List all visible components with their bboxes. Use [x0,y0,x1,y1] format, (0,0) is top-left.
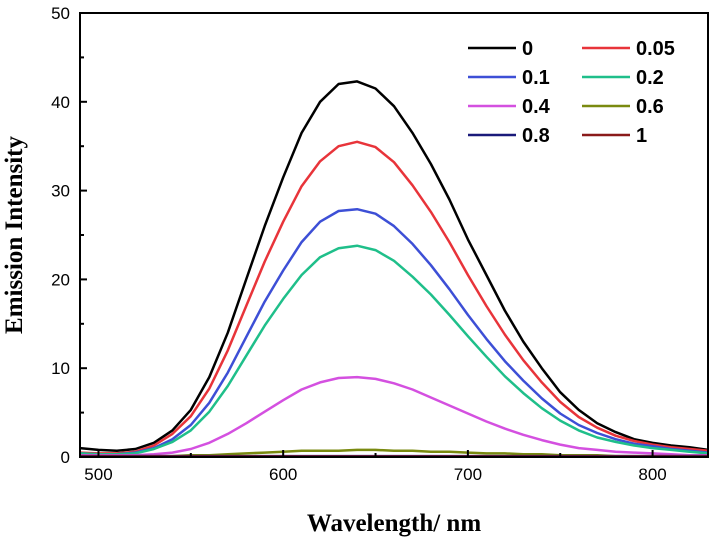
y-tick-label: 30 [51,182,70,201]
series-line-0 [79,80,709,453]
series-line-1 [79,140,709,455]
series-line-2 [79,207,709,456]
x-tick-label: 600 [269,465,297,484]
legend-label-6: 0.8 [522,125,550,147]
y-axis-title: Emission Intensity [1,136,28,334]
y-tick-label: 10 [51,359,70,378]
legend-label-5: 0.6 [636,96,664,118]
x-tick-label: 800 [638,465,666,484]
legend-label-2: 0.1 [522,67,550,89]
legend-label-1: 0.05 [636,38,675,60]
legend: 0 0.05 0.1 0.2 0.4 0.6 0.8 1 [468,38,675,147]
y-tick-label: 40 [51,93,70,112]
legend-label-7: 1 [636,125,647,147]
x-tick-label: 700 [454,465,482,484]
x-axis-title: Wavelength/ nm [307,510,481,537]
plot-frame [79,12,709,458]
y-tick-label: 50 [51,4,70,23]
legend-label-4: 0.4 [522,96,551,118]
axis-ticks [80,12,654,458]
series-line-3 [79,244,709,456]
y-tick-label: 0 [61,448,70,467]
y-tick-label: 20 [51,270,70,289]
plot-lines [79,80,709,458]
legend-label-3: 0.2 [636,67,664,89]
series-line-4 [80,375,708,457]
legend-label-0: 0 [522,38,533,60]
x-tick-label: 500 [84,465,112,484]
